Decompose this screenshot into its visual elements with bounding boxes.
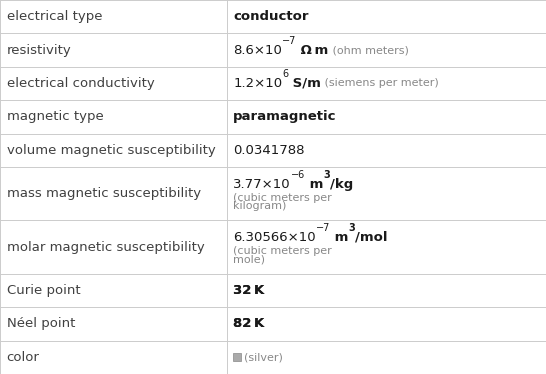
Text: m: m [305, 178, 323, 191]
Text: electrical type: electrical type [7, 10, 102, 23]
Text: 32 K: 32 K [233, 284, 264, 297]
Text: 8.6×10: 8.6×10 [233, 44, 282, 56]
Text: 3.77×10: 3.77×10 [233, 178, 291, 191]
Text: 6.30566×10: 6.30566×10 [233, 231, 316, 244]
Text: color: color [7, 351, 39, 364]
Bar [233, 353, 241, 361]
Text: electrical conductivity: electrical conductivity [7, 77, 155, 90]
Text: /kg: /kg [330, 178, 353, 191]
Text: 1.2×10: 1.2×10 [233, 77, 282, 90]
Text: (siemens per meter): (siemens per meter) [321, 79, 439, 89]
Text: S/m: S/m [288, 77, 321, 90]
Text: Ω m: Ω m [296, 44, 329, 56]
Text: 0.0341788: 0.0341788 [233, 144, 305, 157]
Text: 3: 3 [348, 223, 355, 233]
Text: mass magnetic susceptibility: mass magnetic susceptibility [7, 187, 201, 200]
Text: −7: −7 [282, 36, 296, 46]
Text: −6: −6 [291, 170, 305, 180]
Text: molar magnetic susceptibility: molar magnetic susceptibility [7, 240, 204, 254]
Text: resistivity: resistivity [7, 44, 72, 56]
Text: mole): mole) [233, 255, 265, 265]
Text: (cubic meters per: (cubic meters per [233, 193, 332, 203]
Text: 3: 3 [323, 170, 330, 180]
Text: /mol: /mol [355, 231, 388, 244]
Text: 6: 6 [282, 69, 288, 79]
Text: 82 K: 82 K [233, 318, 264, 330]
Text: Néel point: Néel point [7, 318, 75, 330]
Text: −7: −7 [316, 223, 330, 233]
Text: (silver): (silver) [244, 352, 283, 362]
Text: (ohm meters): (ohm meters) [329, 45, 408, 55]
Text: Curie point: Curie point [7, 284, 80, 297]
Text: 32 K: 32 K [233, 284, 264, 297]
Text: kilogram): kilogram) [233, 201, 287, 211]
Text: paramagnetic: paramagnetic [233, 110, 337, 123]
Text: (cubic meters per: (cubic meters per [233, 246, 332, 256]
Text: magnetic type: magnetic type [7, 110, 103, 123]
Text: conductor: conductor [233, 10, 308, 23]
Text: volume magnetic susceptibility: volume magnetic susceptibility [7, 144, 215, 157]
Text: m: m [330, 231, 348, 244]
Text: 82 K: 82 K [233, 318, 264, 330]
